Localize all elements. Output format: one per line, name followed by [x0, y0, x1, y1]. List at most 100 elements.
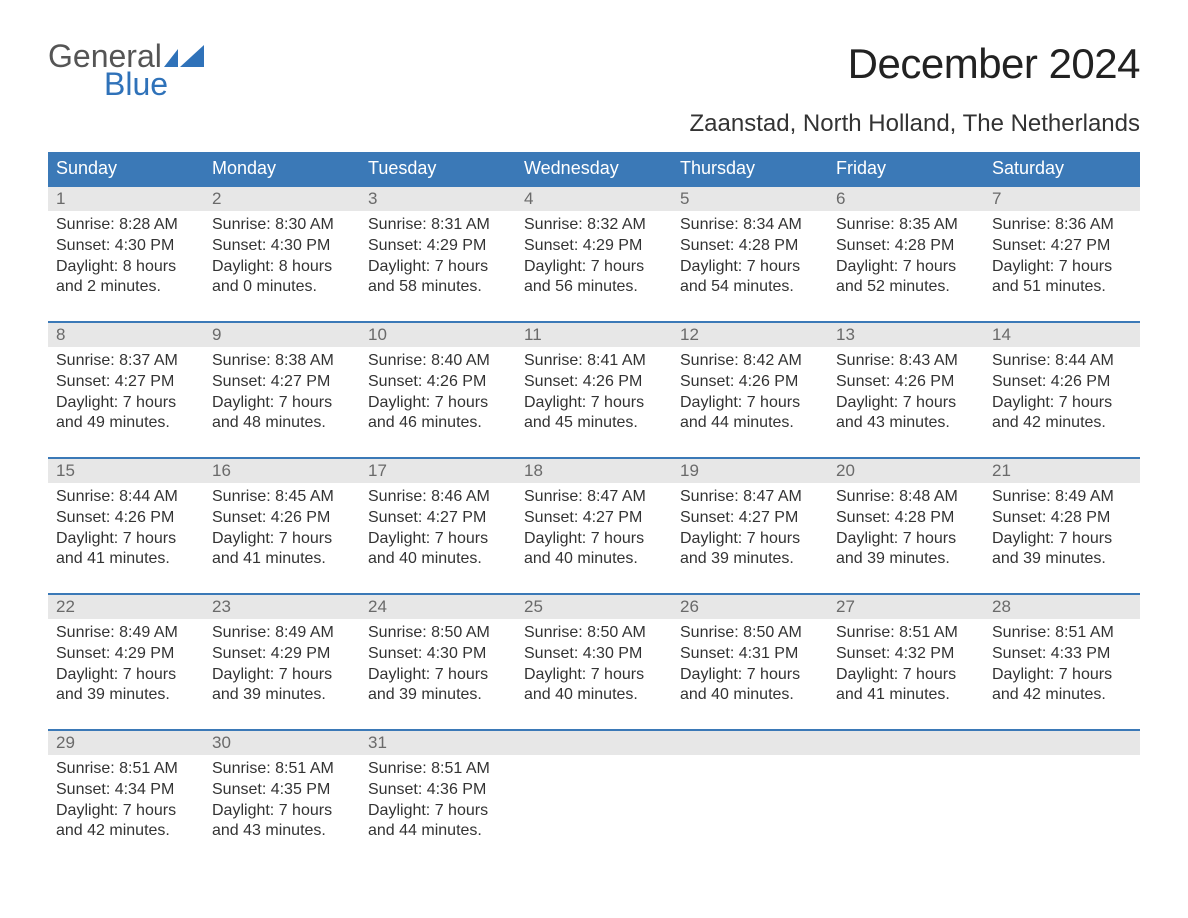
brand-line2: Blue [104, 68, 204, 100]
daylight-text: Daylight: 7 hours [368, 529, 508, 550]
daylight-text: and 39 minutes. [368, 685, 508, 706]
daylight-text: Daylight: 7 hours [56, 665, 196, 686]
day-cell: Sunrise: 8:51 AMSunset: 4:33 PMDaylight:… [984, 619, 1140, 715]
sunrise-text: Sunrise: 8:50 AM [368, 623, 508, 644]
sunrise-text: Sunrise: 8:50 AM [680, 623, 820, 644]
daylight-text: Daylight: 7 hours [56, 801, 196, 822]
weekday-label: Monday [204, 152, 360, 185]
day-cell: Sunrise: 8:51 AMSunset: 4:34 PMDaylight:… [48, 755, 204, 851]
weekday-label: Tuesday [360, 152, 516, 185]
daylight-text: and 39 minutes. [680, 549, 820, 570]
sunset-text: Sunset: 4:26 PM [212, 508, 352, 529]
weekday-label: Thursday [672, 152, 828, 185]
day-number: 6 [828, 187, 984, 211]
day-number: 14 [984, 323, 1140, 347]
day-number-row: 293031 [48, 731, 1140, 755]
day-number: 12 [672, 323, 828, 347]
sunset-text: Sunset: 4:27 PM [680, 508, 820, 529]
sunrise-text: Sunrise: 8:35 AM [836, 215, 976, 236]
sunset-text: Sunset: 4:28 PM [680, 236, 820, 257]
day-cell: Sunrise: 8:50 AMSunset: 4:30 PMDaylight:… [360, 619, 516, 715]
daylight-text: and 41 minutes. [56, 549, 196, 570]
day-cell [516, 755, 672, 851]
week-row: 891011121314 Sunrise: 8:37 AM Sunset: 4:27… [48, 321, 1140, 443]
day-cell: Sunrise: 8:46 AMSunset: 4:27 PMDaylight:… [360, 483, 516, 579]
daylight-text: Daylight: 7 hours [836, 393, 976, 414]
sunrise-text: Sunrise: 8:51 AM [836, 623, 976, 644]
daylight-text: and 56 minutes. [524, 277, 664, 298]
daylight-text: Daylight: 7 hours [212, 665, 352, 686]
sunrise-text: Sunrise: 8:48 AM [836, 487, 976, 508]
day-cell: Sunrise: 8:34 AMSunset: 4:28 PMDaylight:… [672, 211, 828, 307]
daylight-text: Daylight: 7 hours [212, 529, 352, 550]
daylight-text: and 2 minutes. [56, 277, 196, 298]
day-cell [828, 755, 984, 851]
day-cell: Sunrise: 8:41 AMSunset: 4:26 PMDaylight:… [516, 347, 672, 443]
daylight-text: and 49 minutes. [56, 413, 196, 434]
sunrise-text: Sunrise: 8:38 AM [212, 351, 352, 372]
sunrise-text: Sunrise: 8:32 AM [524, 215, 664, 236]
day-cell [672, 755, 828, 851]
week-row: 293031Sunrise: 8:51 AMSunset: 4:34 PMDay… [48, 729, 1140, 851]
month-title: December 2024 [848, 40, 1140, 88]
day-number: 27 [828, 595, 984, 619]
day-cell: Sunrise: 8:50 AMSunset: 4:30 PMDaylight:… [516, 619, 672, 715]
day-cell: Sunrise: 8:45 AMSunset: 4:26 PMDaylight:… [204, 483, 360, 579]
day-cell: Sunrise: 8:30 AMSunset: 4:30 PMDaylight:… [204, 211, 360, 307]
header: General Blue December 2024 [48, 40, 1140, 100]
sunset-text: Sunset: 4:27 PM [212, 372, 352, 393]
day-number: 19 [672, 459, 828, 483]
sunrise-text: Sunrise: 8:44 AM [992, 351, 1132, 372]
day-cell: Sunrise: 8:32 AMSunset: 4:29 PMDaylight:… [516, 211, 672, 307]
sunset-text: Sunset: 4:33 PM [992, 644, 1132, 665]
sunset-text: Sunset: 4:34 PM [56, 780, 196, 801]
daylight-text: and 44 minutes. [368, 821, 508, 842]
daylight-text: Daylight: 7 hours [368, 665, 508, 686]
daylight-text: and 41 minutes. [836, 685, 976, 706]
sunrise-text: Sunrise: 8:47 AM [680, 487, 820, 508]
weekday-label: Wednesday [516, 152, 672, 185]
day-number: 28 [984, 595, 1140, 619]
week-row: 22232425262728Sunrise: 8:49 AMSunset: 4:… [48, 593, 1140, 715]
calendar: Sunday Monday Tuesday Wednesday Thursday… [48, 152, 1140, 851]
sunset-text: Sunset: 4:29 PM [56, 644, 196, 665]
sunrise-text: Sunrise: 8:51 AM [992, 623, 1132, 644]
sunrise-text: Sunrise: 8:37 AM [56, 351, 196, 372]
day-cell: Sunrise: 8:44 AMSunset: 4:26 PMDaylight:… [984, 347, 1140, 443]
sunrise-text: Sunrise: 8:49 AM [212, 623, 352, 644]
day-number: 11 [516, 323, 672, 347]
day-number: 5 [672, 187, 828, 211]
daylight-text: and 58 minutes. [368, 277, 508, 298]
sunset-text: Sunset: 4:26 PM [836, 372, 976, 393]
day-number: 21 [984, 459, 1140, 483]
sunset-text: Sunset: 4:30 PM [368, 644, 508, 665]
day-cell: Sunrise: 8:31 AMSunset: 4:29 PMDaylight:… [360, 211, 516, 307]
daylight-text: and 46 minutes. [368, 413, 508, 434]
day-number: 30 [204, 731, 360, 755]
daylight-text: and 40 minutes. [368, 549, 508, 570]
day-cell: Sunrise: 8:42 AMSunset: 4:26 PMDaylight:… [672, 347, 828, 443]
day-number-row: 1234567 [48, 187, 1140, 211]
daylight-text: Daylight: 7 hours [680, 257, 820, 278]
day-number [516, 731, 672, 755]
daylight-text: and 39 minutes. [212, 685, 352, 706]
sunset-text: Sunset: 4:32 PM [836, 644, 976, 665]
daylight-text: Daylight: 7 hours [368, 393, 508, 414]
day-number [828, 731, 984, 755]
day-number-row: 891011121314 [48, 323, 1140, 347]
sunrise-text: Sunrise: 8:51 AM [56, 759, 196, 780]
day-cell: Sunrise: 8:47 AMSunset: 4:27 PMDaylight:… [672, 483, 828, 579]
day-cell: Sunrise: 8:43 AMSunset: 4:26 PMDaylight:… [828, 347, 984, 443]
weekday-label: Sunday [48, 152, 204, 185]
sunrise-text: Sunrise: 8:50 AM [524, 623, 664, 644]
day-number: 24 [360, 595, 516, 619]
daylight-text: Daylight: 7 hours [680, 529, 820, 550]
sunset-text: Sunset: 4:30 PM [56, 236, 196, 257]
daylight-text: and 41 minutes. [212, 549, 352, 570]
daylight-text: Daylight: 8 hours [212, 257, 352, 278]
sunset-text: Sunset: 4:31 PM [680, 644, 820, 665]
sunset-text: Sunset: 4:30 PM [212, 236, 352, 257]
day-cell: Sunrise: 8:44 AMSunset: 4:26 PMDaylight:… [48, 483, 204, 579]
weekday-header: Sunday Monday Tuesday Wednesday Thursday… [48, 152, 1140, 185]
sunrise-text: Sunrise: 8:40 AM [368, 351, 508, 372]
